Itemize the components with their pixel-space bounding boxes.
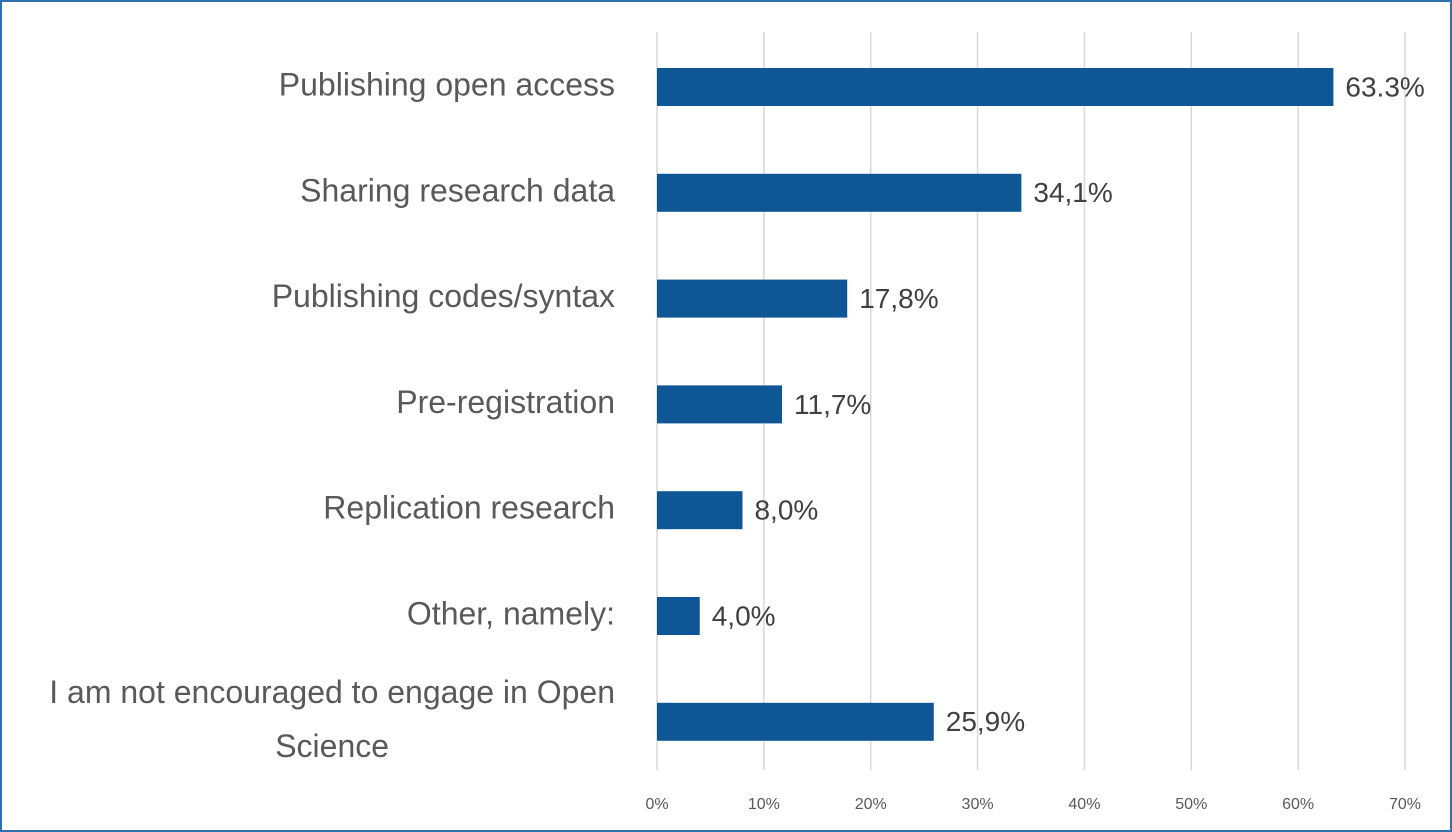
value-label: 4,0% xyxy=(712,600,776,631)
category-label: Other, namely: xyxy=(407,595,615,631)
value-label: 11,7% xyxy=(794,389,871,420)
category-label: Sharing research data xyxy=(300,172,615,208)
bar xyxy=(657,597,700,635)
bar xyxy=(657,702,934,741)
value-label: 34,1% xyxy=(1033,177,1112,208)
bar xyxy=(657,385,783,424)
bar xyxy=(657,491,743,530)
x-tick-label: 60% xyxy=(1282,796,1314,813)
x-tick-label: 0% xyxy=(645,796,668,813)
category-label: Publishing open access xyxy=(279,66,615,102)
x-tick-label: 40% xyxy=(1068,796,1100,813)
x-tick-label: 50% xyxy=(1175,796,1207,813)
x-tick-label: 20% xyxy=(855,796,887,813)
x-tick-label: 30% xyxy=(962,796,994,813)
bar xyxy=(657,279,848,318)
bar xyxy=(657,68,1334,106)
bar xyxy=(657,173,1022,212)
category-label: Pre-registration xyxy=(396,384,615,420)
value-label: 17,8% xyxy=(859,283,938,314)
category-label: I am not encouraged to engage in Open Sci… xyxy=(49,674,615,764)
value-label: 8,0% xyxy=(754,495,818,526)
x-tick-label: 70% xyxy=(1389,796,1421,813)
x-tick-label: 10% xyxy=(748,796,780,813)
category-label: Publishing codes/syntax xyxy=(272,278,615,314)
category-label: Replication research xyxy=(323,490,615,526)
value-label: 25,9% xyxy=(946,706,1025,737)
value-label: 63.3% xyxy=(1345,71,1424,102)
